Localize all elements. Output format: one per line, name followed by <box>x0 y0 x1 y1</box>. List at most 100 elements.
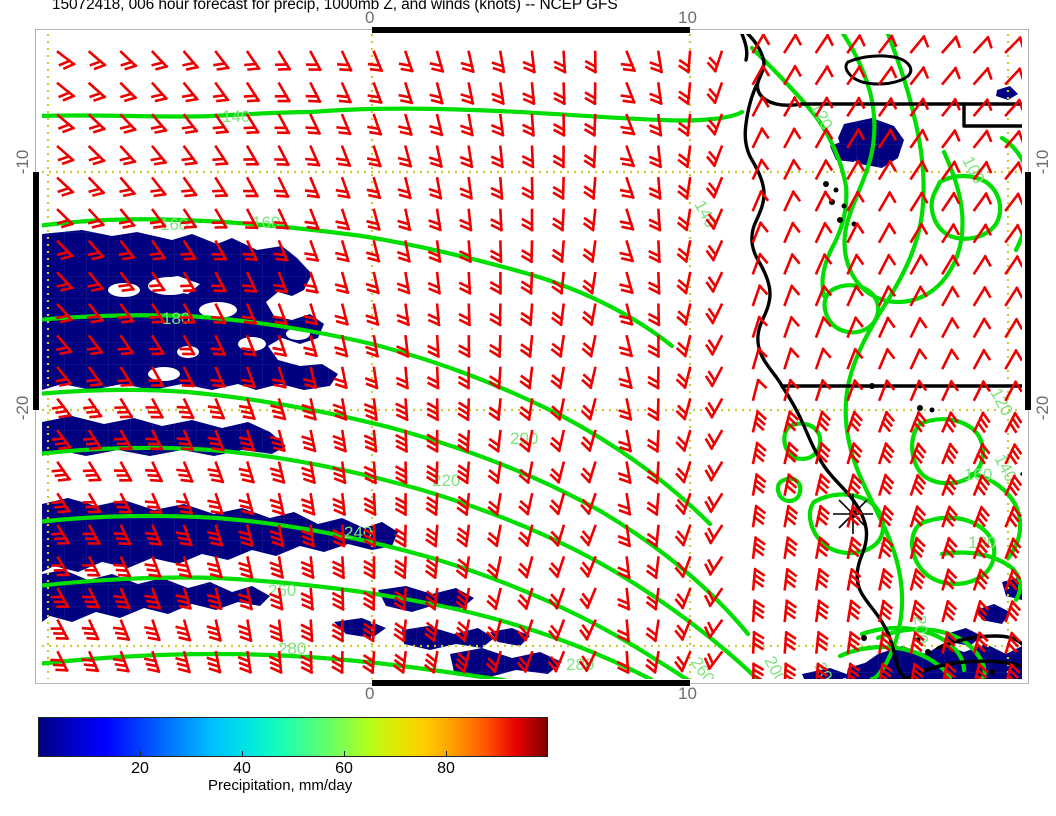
wind-barb <box>113 492 133 514</box>
wind-barb <box>520 303 534 327</box>
wind-barb <box>703 650 724 671</box>
wind-barb <box>519 366 534 390</box>
wind-barb <box>877 128 898 149</box>
wind-barb <box>87 176 106 197</box>
wind-barb <box>704 461 724 482</box>
map-plot-area[interactable]: 140 160 160 180 200 220 240 260 280 280 … <box>42 34 1022 679</box>
wind-barb <box>974 662 989 679</box>
wind-barb <box>144 492 163 515</box>
y-tick-left-minus20: -20 <box>13 395 32 421</box>
wind-barb <box>547 619 566 642</box>
wind-barb <box>673 650 692 673</box>
wind-barb <box>877 473 895 497</box>
wind-barb <box>274 113 291 135</box>
wind-barb <box>940 35 962 54</box>
wind-barb <box>616 619 631 643</box>
wind-barb <box>972 223 993 244</box>
wind-barb <box>206 587 223 611</box>
wind-barb <box>269 619 284 643</box>
wind-barb <box>365 303 380 327</box>
wind-barb <box>182 50 200 71</box>
wind-barb <box>909 97 930 118</box>
wind-barb <box>455 556 471 580</box>
wind-barb <box>485 650 503 674</box>
wind-barb <box>878 567 894 591</box>
wind-barb <box>617 461 632 485</box>
wind-barb <box>56 144 75 166</box>
wind-barb <box>783 221 801 244</box>
wind-barb <box>148 334 165 356</box>
wind-barb <box>82 429 103 451</box>
wind-barb <box>518 429 534 453</box>
wind-barb <box>119 113 137 134</box>
wind-barb <box>206 650 222 674</box>
wind-barb <box>144 619 161 642</box>
wind-barb <box>300 556 315 580</box>
wind-barb <box>846 34 866 54</box>
wind-barb <box>579 619 597 641</box>
wind-barb <box>909 253 929 275</box>
wind-barb <box>521 113 536 137</box>
map-canvas[interactable]: 140 160 160 180 200 220 240 260 280 280 … <box>42 34 1022 679</box>
wind-barb <box>877 34 898 54</box>
wind-barb <box>269 524 285 548</box>
wind-barb <box>300 587 315 611</box>
wind-barb <box>520 240 534 264</box>
wind-barb <box>703 618 724 639</box>
wind-barb <box>87 144 106 166</box>
wind-barb <box>1004 380 1022 402</box>
wind-barb <box>87 239 105 261</box>
wind-barb <box>704 334 724 357</box>
wind-barb <box>846 410 864 433</box>
wind-barb <box>751 95 770 117</box>
wind-barb <box>304 208 320 231</box>
wind-barb <box>909 599 926 623</box>
wind-barb <box>396 303 411 327</box>
wind-barb <box>617 556 631 580</box>
wind-barb <box>333 366 348 390</box>
wind-barb <box>149 208 167 229</box>
wind-barb <box>87 50 107 71</box>
wind-barb <box>815 662 829 679</box>
wind-barb <box>674 587 692 610</box>
wind-barb <box>617 587 631 611</box>
wind-barb <box>616 651 630 675</box>
wind-barb <box>579 524 597 547</box>
wind-barb <box>179 334 196 356</box>
wind-barb <box>620 81 636 104</box>
wind-barb <box>241 366 257 389</box>
wind-barb <box>551 240 566 264</box>
wind-barb <box>490 145 505 169</box>
wind-barb <box>87 302 104 324</box>
wind-barb <box>783 567 798 591</box>
wind-barb <box>972 474 991 497</box>
wind-barb <box>427 240 442 264</box>
wind-barb <box>81 619 100 641</box>
wind-barb <box>56 113 76 134</box>
wind-barb <box>645 650 660 674</box>
wind-barb <box>398 50 414 73</box>
wind-barb <box>490 208 504 232</box>
wind-barb <box>706 50 724 73</box>
wind-barb <box>583 176 597 201</box>
wind-barb <box>87 113 107 134</box>
wind-barb <box>56 81 76 102</box>
wind-barb <box>909 567 926 591</box>
wind-barb <box>941 285 960 307</box>
colorbar-tick-40 <box>242 751 243 757</box>
wind-barb <box>521 145 535 169</box>
colorbar-label-40: 40 <box>233 760 251 777</box>
wind-barb <box>426 429 439 453</box>
wind-barb <box>846 599 862 623</box>
wind-barb <box>675 334 692 358</box>
wind-barb <box>620 145 636 168</box>
wind-barb <box>522 50 537 74</box>
wind-barb <box>909 222 929 244</box>
wind-barb <box>1004 286 1022 307</box>
wind-barb <box>646 429 660 453</box>
wind-barb <box>549 492 566 516</box>
colorbar-axis-label: Precipitation, mm/day <box>208 777 353 794</box>
wind-barb <box>549 429 566 453</box>
colorbar[interactable] <box>38 717 548 757</box>
svg-text:180: 180 <box>968 533 996 552</box>
